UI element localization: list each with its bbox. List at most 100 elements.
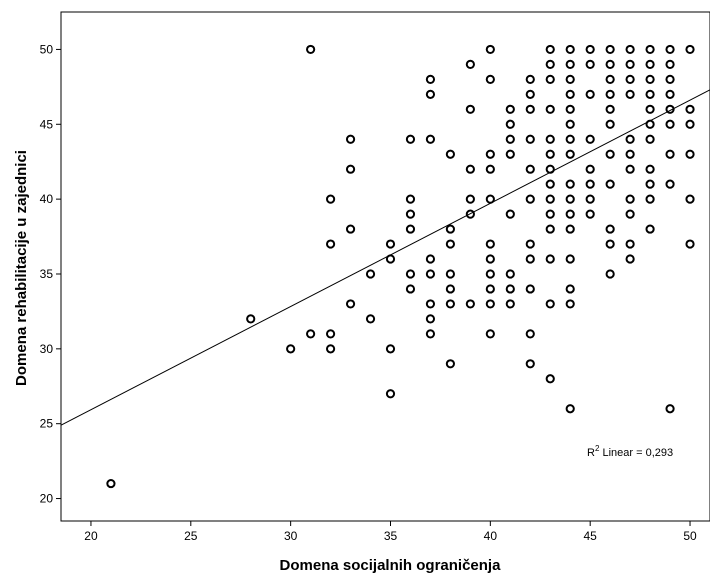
- data-point: [605, 59, 615, 69]
- data-point: [525, 359, 535, 369]
- x-tick-label: 30: [284, 529, 298, 543]
- data-point: [465, 164, 475, 174]
- data-point: [665, 59, 675, 69]
- data-point: [405, 284, 416, 294]
- data-point: [465, 209, 475, 219]
- data-point: [645, 59, 655, 69]
- data-point: [405, 224, 416, 234]
- data-point: [505, 284, 515, 294]
- data-point: [106, 478, 116, 489]
- data-point: [545, 194, 555, 204]
- data-point: [605, 224, 615, 234]
- data-point: [545, 209, 555, 219]
- data-point: [485, 164, 495, 174]
- r2-superscript: 2: [595, 444, 600, 453]
- data-point: [545, 74, 555, 84]
- data-point: [565, 194, 575, 204]
- data-point: [505, 104, 515, 114]
- y-tick-label: 40: [40, 192, 54, 206]
- data-point: [685, 149, 695, 159]
- data-point: [605, 119, 615, 129]
- data-point: [405, 134, 416, 144]
- data-point: [525, 134, 535, 144]
- data-point: [325, 239, 336, 249]
- data-point: [505, 119, 515, 129]
- data-point: [505, 269, 515, 279]
- data-point: [485, 299, 495, 309]
- data-point: [625, 89, 635, 99]
- data-point: [445, 149, 455, 159]
- data-point: [685, 104, 695, 114]
- y-axis: 20 25 30 35 40 45 50: [40, 42, 61, 506]
- data-point: [345, 299, 356, 309]
- data-point: [505, 299, 515, 309]
- data-point: [485, 329, 495, 339]
- data-point: [425, 89, 436, 99]
- data-point: [565, 59, 575, 69]
- data-point: [325, 344, 336, 354]
- data-point: [345, 134, 356, 144]
- data-point: [465, 194, 475, 204]
- data-point: [565, 224, 575, 234]
- x-tick-label: 35: [384, 529, 398, 543]
- data-point: [605, 149, 615, 159]
- data-point: [565, 254, 575, 264]
- data-point: [425, 314, 436, 324]
- data-point: [685, 44, 695, 55]
- data-point: [445, 239, 455, 249]
- data-point: [485, 239, 495, 249]
- data-point: [685, 119, 695, 129]
- data-point: [565, 209, 575, 219]
- data-point: [385, 389, 396, 399]
- data-point: [585, 194, 595, 204]
- data-point: [525, 74, 535, 84]
- data-point: [525, 104, 535, 114]
- data-point: [585, 59, 595, 69]
- data-point: [325, 329, 336, 339]
- data-point: [645, 224, 655, 234]
- data-point: [485, 74, 495, 84]
- data-point: [525, 254, 535, 264]
- data-point: [625, 149, 635, 159]
- data-point: [605, 179, 615, 189]
- data-point: [625, 194, 635, 204]
- data-point: [565, 149, 575, 159]
- data-point: [645, 179, 655, 189]
- data-point: [565, 44, 575, 55]
- data-point: [505, 149, 515, 159]
- data-point: [465, 299, 475, 309]
- y-tick-label: 50: [40, 42, 54, 56]
- data-point: [645, 194, 655, 204]
- data-point: [565, 74, 575, 84]
- data-point: [665, 44, 675, 55]
- data-point: [585, 89, 595, 99]
- data-point: [465, 59, 475, 69]
- data-point: [605, 74, 615, 84]
- y-axis-title: Domena rehabilitacije u zajednici: [13, 150, 30, 386]
- data-point: [665, 149, 675, 159]
- data-point: [585, 209, 595, 219]
- data-point: [505, 209, 515, 219]
- r2-annotation: R2 Linear = 0,293: [587, 444, 673, 459]
- data-point: [485, 149, 495, 159]
- data-point: [286, 344, 296, 354]
- data-point: [545, 59, 555, 69]
- data-point: [565, 284, 575, 294]
- data-point: [625, 44, 635, 55]
- data-point: [545, 374, 555, 384]
- data-point: [425, 254, 436, 264]
- data-point: [306, 44, 316, 55]
- data-point: [645, 164, 655, 174]
- data-point: [545, 104, 555, 114]
- data-point: [585, 179, 595, 189]
- x-tick-label: 50: [683, 529, 697, 543]
- data-point: [625, 59, 635, 69]
- data-point: [645, 134, 655, 144]
- data-point: [545, 299, 555, 309]
- data-point: [445, 284, 455, 294]
- data-point: [325, 194, 336, 204]
- data-point: [385, 239, 396, 249]
- data-point: [685, 239, 695, 249]
- data-point: [585, 134, 595, 144]
- data-point: [345, 164, 356, 174]
